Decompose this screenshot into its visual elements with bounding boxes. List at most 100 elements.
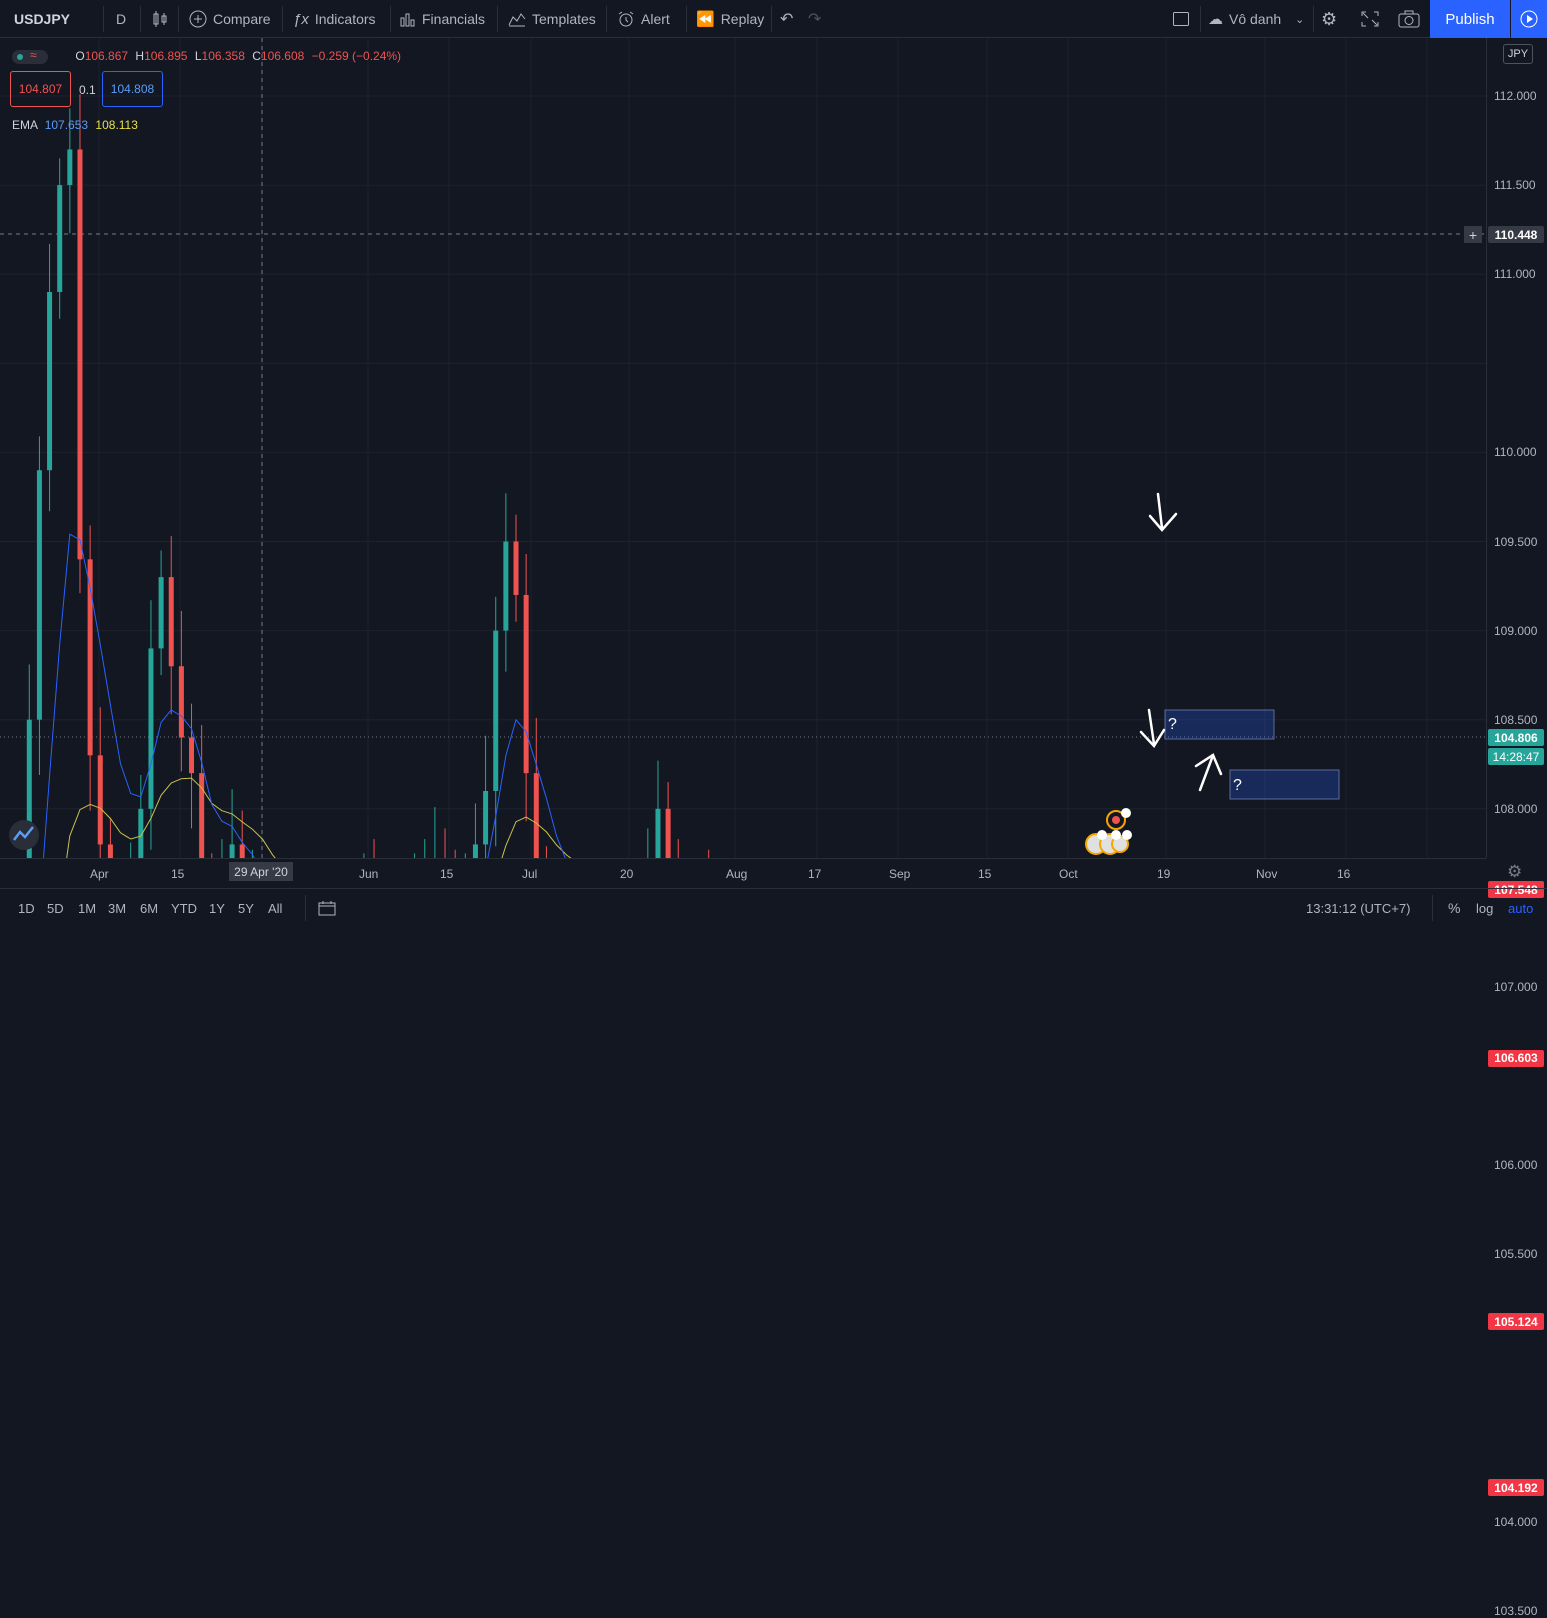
log-scale-toggle[interactable]: log bbox=[1476, 900, 1494, 916]
clock-timezone[interactable]: 13:31:12 (UTC+7) bbox=[1306, 900, 1411, 916]
fullscreen-toggle-button[interactable] bbox=[1172, 0, 1190, 38]
symbol-search-button[interactable]: USDJPY bbox=[14, 11, 71, 27]
toolbar-divider bbox=[686, 6, 687, 32]
range-button-1d[interactable]: 1D bbox=[18, 900, 35, 916]
time-tick-label: Apr bbox=[90, 867, 109, 881]
candle bbox=[665, 808, 671, 858]
goto-date-button[interactable] bbox=[318, 889, 336, 927]
candle bbox=[513, 541, 519, 595]
price-tick-label: 108.000 bbox=[1494, 801, 1538, 816]
layout-name-label: Vô danh bbox=[1229, 11, 1282, 27]
range-button-3m[interactable]: 3M bbox=[108, 900, 127, 916]
price-tick-label: 110.000 bbox=[1494, 445, 1537, 460]
buy-button[interactable]: 104.808 bbox=[102, 71, 163, 107]
target-box-lower[interactable] bbox=[1229, 769, 1340, 800]
layout-name-button[interactable]: ☁ Vô danh ⌄ bbox=[1208, 0, 1304, 38]
candle bbox=[533, 773, 539, 858]
templates-button[interactable]: Templates bbox=[508, 0, 596, 38]
price-tick-label: 109.000 bbox=[1494, 623, 1538, 638]
publish-button[interactable]: Publish bbox=[1430, 0, 1510, 38]
undo-icon[interactable]: ↶ bbox=[780, 11, 794, 28]
currency-badge[interactable]: JPY bbox=[1503, 44, 1533, 64]
question-mark-lower: ? bbox=[1233, 777, 1242, 794]
redo-icon[interactable]: ↷ bbox=[808, 11, 822, 28]
price-tick-label: 109.500 bbox=[1494, 534, 1538, 549]
candle bbox=[36, 470, 42, 720]
arrow-down-annotation-2[interactable] bbox=[1139, 708, 1166, 749]
percent-scale-toggle[interactable]: % bbox=[1448, 900, 1461, 916]
range-button-ytd[interactable]: YTD bbox=[171, 900, 197, 916]
camera-icon[interactable] bbox=[1398, 0, 1420, 38]
crosshair-date-tag: 29 Apr '20 bbox=[229, 862, 293, 881]
candle bbox=[138, 808, 144, 858]
price-scale[interactable]: JPY bbox=[1486, 38, 1547, 858]
play-icon[interactable] bbox=[1511, 0, 1547, 38]
time-tick-label: Oct bbox=[1059, 867, 1078, 881]
sell-button[interactable]: 104.807 bbox=[10, 71, 71, 107]
interval-button[interactable]: D bbox=[116, 11, 127, 27]
time-tick-label: 19 bbox=[1157, 867, 1171, 881]
level-price-tag: 106.603 bbox=[1488, 1049, 1544, 1067]
settings-gear-icon[interactable]: ⚙ bbox=[1507, 862, 1523, 881]
financials-button[interactable]: Financials bbox=[400, 0, 485, 38]
close-value: 106.608 bbox=[260, 49, 305, 63]
candles-icon bbox=[153, 11, 167, 27]
candle bbox=[493, 630, 499, 791]
event-markers[interactable] bbox=[1085, 808, 1132, 855]
time-scale[interactable] bbox=[0, 858, 1486, 888]
price-tick-label: 108.500 bbox=[1494, 712, 1538, 727]
candle bbox=[503, 541, 509, 631]
candle bbox=[97, 755, 103, 845]
range-button-1m[interactable]: 1M bbox=[78, 900, 97, 916]
time-tick-label: 15 bbox=[440, 867, 454, 881]
square-icon bbox=[1173, 12, 1189, 26]
auto-scale-toggle[interactable]: auto bbox=[1508, 900, 1534, 916]
indicators-button[interactable]: ƒx Indicators bbox=[293, 0, 376, 38]
range-button-5d[interactable]: 5D bbox=[47, 900, 64, 916]
price-tick-label: 112.000 bbox=[1494, 89, 1537, 103]
visibility-eye-icon[interactable]: ≈ bbox=[12, 48, 48, 64]
price-chart[interactable]: ? ? bbox=[0, 38, 1486, 858]
candle bbox=[158, 577, 164, 649]
target-box-upper[interactable] bbox=[1164, 709, 1275, 740]
time-tick-label: Jun bbox=[359, 867, 379, 881]
time-tick-label: 15 bbox=[978, 867, 992, 881]
maximize-icon[interactable] bbox=[1360, 0, 1380, 38]
arrow-up-annotation[interactable] bbox=[1194, 753, 1223, 792]
crosshair-plus-icon[interactable]: + bbox=[1464, 226, 1482, 243]
last-price-tag: 104.806 bbox=[1488, 729, 1544, 746]
range-button-1y[interactable]: 1Y bbox=[209, 900, 225, 916]
candle bbox=[148, 648, 154, 809]
level-price-tag: 104.192 bbox=[1488, 1479, 1544, 1497]
candle bbox=[107, 844, 113, 858]
range-button-5y[interactable]: 5Y bbox=[238, 900, 254, 916]
level-price-tag: 105.124 bbox=[1488, 1313, 1544, 1331]
question-mark-upper: ? bbox=[1168, 716, 1177, 733]
calendar-icon bbox=[318, 901, 336, 916]
cloud-icon: ☁ bbox=[1208, 11, 1223, 28]
low-value: 106.358 bbox=[201, 49, 245, 63]
chart-style-button[interactable] bbox=[151, 0, 169, 38]
candlestick-series bbox=[26, 94, 710, 858]
templates-icon bbox=[508, 13, 526, 27]
price-tick-label: 103.500 bbox=[1494, 1603, 1538, 1618]
alarm-clock-icon bbox=[618, 11, 634, 27]
time-tick-label: 20 bbox=[620, 867, 634, 881]
open-label: O bbox=[75, 49, 85, 63]
price-tick-label: 111.500 bbox=[1494, 178, 1536, 193]
alert-button[interactable]: Alert bbox=[617, 0, 670, 38]
toolbar-divider bbox=[497, 6, 498, 32]
range-button-all[interactable]: All bbox=[268, 900, 283, 916]
ema-value-fast: 107.653 bbox=[44, 118, 89, 132]
replay-button[interactable]: ⏪ Replay bbox=[696, 0, 764, 38]
ema-legend[interactable]: EMA 107.653 108.113 bbox=[12, 118, 138, 132]
gear-icon[interactable]: ⚙ bbox=[1321, 8, 1338, 29]
compare-button[interactable]: Compare bbox=[189, 0, 271, 38]
tradingview-logo-icon[interactable] bbox=[9, 820, 39, 850]
candle bbox=[189, 737, 195, 774]
arrow-down-annotation[interactable] bbox=[1148, 492, 1178, 532]
toolbar-divider bbox=[1200, 6, 1201, 32]
toolbar-divider bbox=[305, 895, 306, 921]
top-toolbar: USDJPY D Compare ƒx Indicators Financial… bbox=[0, 0, 1547, 38]
range-button-6m[interactable]: 6M bbox=[140, 900, 159, 916]
